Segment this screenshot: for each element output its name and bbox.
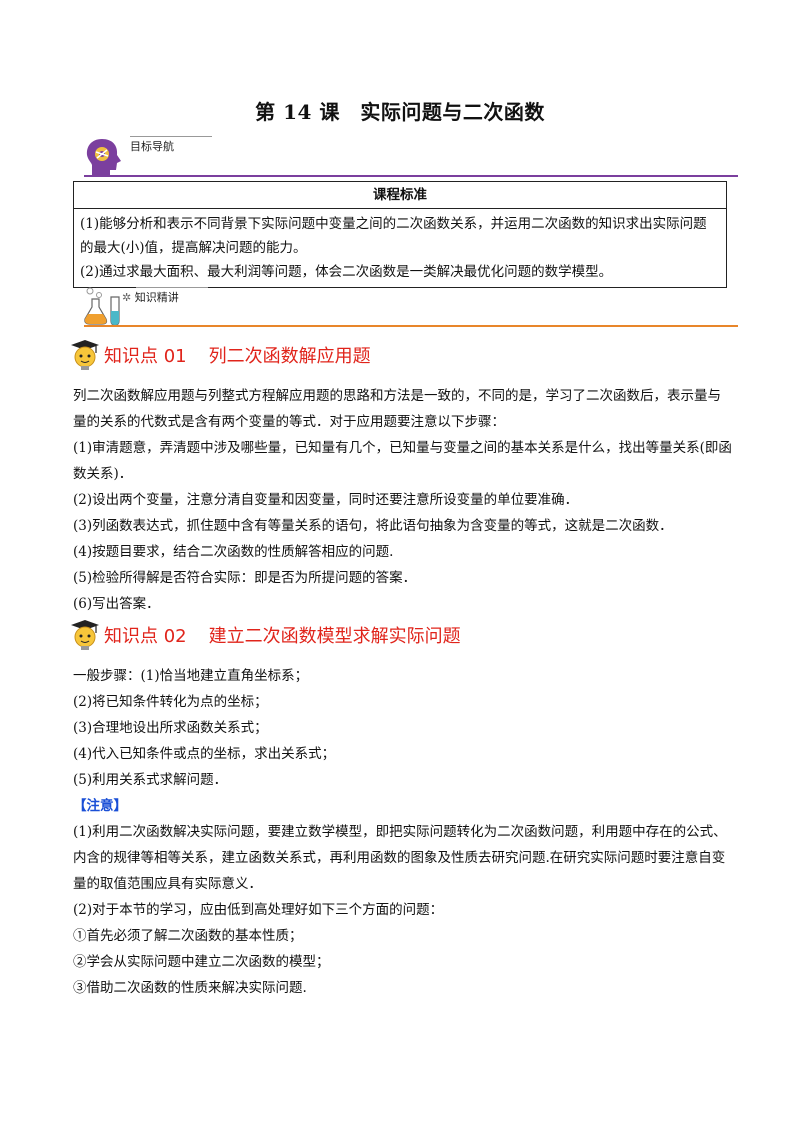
- nav-knowledge-label: ✲ 知识精讲: [122, 289, 179, 305]
- page-title: 第 14 课 实际问题与二次函数: [255, 100, 545, 124]
- kp1-paragraph: 列二次函数解应用题与列整式方程解应用题的思路和方法是一致的，不同的是，学习了二次…: [73, 388, 721, 430]
- kp1-step-1: (1)审清题意，弄清题中涉及哪些量，已知量有几个，已知量与变量之间的基本关系是什…: [73, 440, 732, 482]
- standards-row: (1)能够分析和表示不同背景下实际问题中变量之间的二次函数关系，并运用二次函数的…: [73, 208, 727, 288]
- kp2-step-4: (4)代入已知条件或点的坐标，求出关系式；: [73, 746, 336, 762]
- note-label: 【注意】: [73, 798, 127, 814]
- kp1-number: 知识点 01: [104, 346, 187, 367]
- standards-item-2: (2)通过求最大面积、最大利润等问题，体会二次函数是一类解决最优化问题的数学模型…: [80, 264, 613, 280]
- note-item-1: ①首先必须了解二次函数的基本性质；: [73, 928, 303, 944]
- kp2-step-3: (3)合理地设出所求函数关系式；: [73, 720, 268, 736]
- sparkle-icon: ✲: [122, 291, 132, 304]
- note-item-3: ③借助二次函数的性质来解决实际问题.: [73, 980, 307, 996]
- kp1-step-5: (5)检验所得解是否符合实际：即是否为所提问题的答案．: [73, 570, 417, 586]
- kp2-step-5: (5)利用关系式求解问题．: [73, 772, 228, 788]
- nav-target-label: 目标导航: [130, 140, 174, 153]
- kp1-step-6: (6)写出答案．: [73, 596, 160, 612]
- kp2-body: 一般步骤：(1)恰当地建立直角坐标系； (2)将已知条件转化为点的坐标； (3)…: [73, 663, 733, 1001]
- standards-item-1: (1)能够分析和表示不同背景下实际问题中变量之间的二次函数关系，并运用二次函数的…: [80, 216, 707, 256]
- kp2-step-1: 一般步骤：(1)恰当地建立直角坐标系；: [73, 668, 309, 684]
- kp2-number: 知识点 02: [104, 626, 187, 647]
- note-item-2: ②学会从实际问题中建立二次函数的模型；: [73, 954, 330, 970]
- note-paragraph-1: (1)利用二次函数解决实际问题，要建立数学模型，即把实际问题转化为二次函数问题，…: [73, 824, 727, 892]
- purple-divider: [84, 175, 738, 177]
- scholar-bulb-icon: [71, 340, 99, 370]
- kp1-step-4: (4)按题目要求，结合二次函数的性质解答相应的问题.: [73, 544, 394, 560]
- kp2-step-2: (2)将已知条件转化为点的坐标；: [73, 694, 268, 710]
- curriculum-standards-table: 课程标准 (1)能够分析和表示不同背景下实际问题中变量之间的二次函数关系，并运用…: [73, 181, 727, 288]
- note-paragraph-2: (2)对于本节的学习，应由低到高处理好如下三个方面的问题：: [73, 902, 444, 918]
- kp1-title: 列二次函数解应用题: [208, 346, 371, 367]
- lab-flask-icon: [84, 287, 120, 326]
- kp1-step-2: (2)设出两个变量，注意分清自变量和因变量，同时还要注意所设变量的单位要准确．: [73, 492, 579, 508]
- kp2-title: 建立二次函数模型求解实际问题: [208, 626, 461, 647]
- head-gear-icon: [86, 139, 121, 176]
- scholar-bulb-icon: [71, 620, 99, 650]
- kp1-body: 列二次函数解应用题与列整式方程解应用题的思路和方法是一致的，不同的是，学习了二次…: [73, 383, 733, 617]
- nav-knowledge-text: 知识精讲: [134, 291, 179, 304]
- orange-divider: [84, 325, 738, 327]
- standards-header: 课程标准: [73, 181, 727, 209]
- kp1-step-3: (3)列函数表达式，抓住题中含有等量关系的语句，将此语句抽象为含变量的等式，这就…: [73, 518, 673, 534]
